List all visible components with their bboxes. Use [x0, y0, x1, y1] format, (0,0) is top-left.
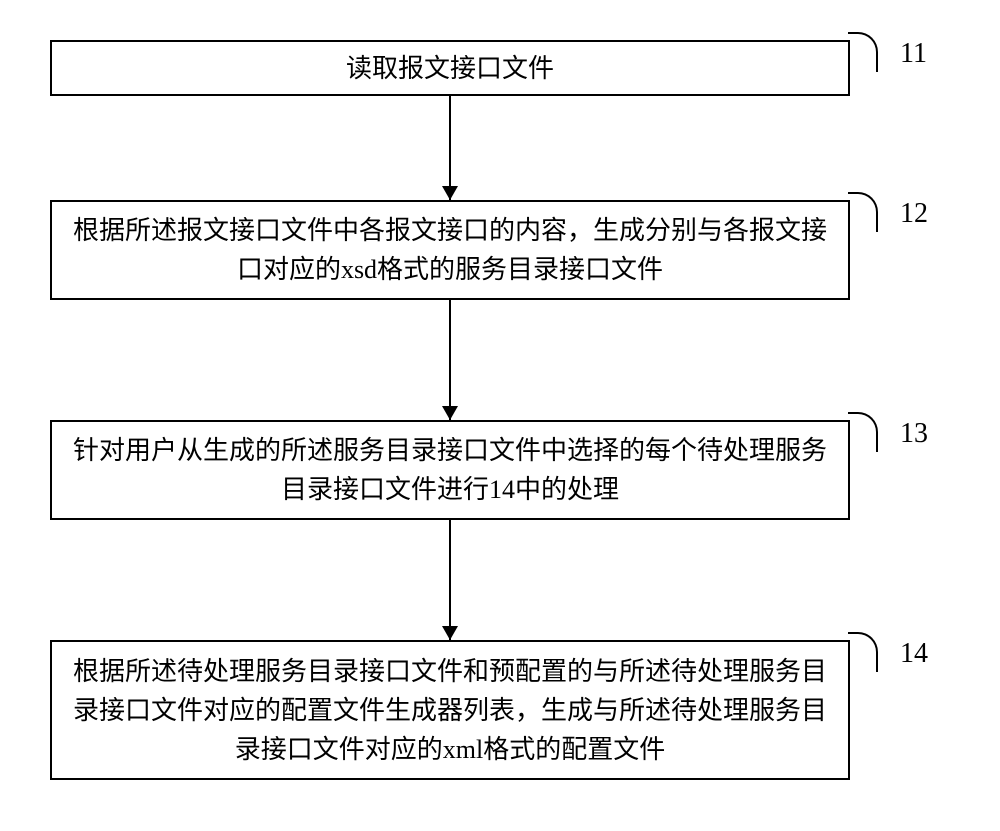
step-text-1: 读取报文接口文件: [346, 49, 554, 88]
step-box-4: 根据所述待处理服务目录接口文件和预配置的与所述待处理服务目录接口文件对应的配置文…: [50, 640, 850, 780]
step-text-3: 针对用户从生成的所述服务目录接口文件中选择的每个待处理服务目录接口文件进行14中…: [72, 431, 828, 509]
step-label-2: 12: [900, 198, 928, 230]
label-connector-3: [848, 412, 878, 452]
label-connector-4: [848, 632, 878, 672]
arrow-2: [50, 300, 850, 420]
arrow-1: [50, 96, 850, 200]
step-box-2: 根据所述报文接口文件中各报文接口的内容，生成分别与各报文接口对应的xsd格式的服…: [50, 200, 850, 300]
step-label-1: 11: [900, 38, 927, 70]
label-connector-2: [848, 192, 878, 232]
label-connector-1: [848, 32, 878, 72]
arrow-3: [50, 520, 850, 640]
step-box-3: 针对用户从生成的所述服务目录接口文件中选择的每个待处理服务目录接口文件进行14中…: [50, 420, 850, 520]
step-label-4: 14: [900, 638, 928, 670]
step-text-4: 根据所述待处理服务目录接口文件和预配置的与所述待处理服务目录接口文件对应的配置文…: [72, 652, 828, 769]
step-text-2: 根据所述报文接口文件中各报文接口的内容，生成分别与各报文接口对应的xsd格式的服…: [72, 211, 828, 289]
step-box-1: 读取报文接口文件: [50, 40, 850, 96]
step-label-3: 13: [900, 418, 928, 450]
